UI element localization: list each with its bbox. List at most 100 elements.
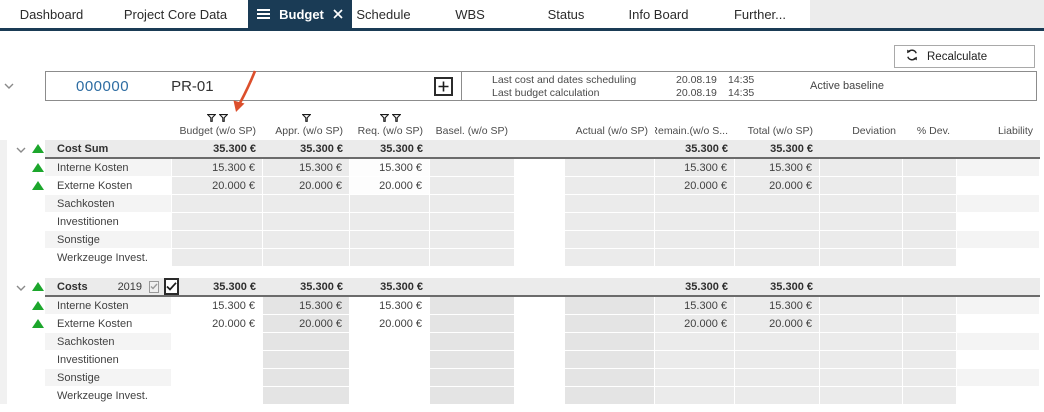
cell-liab-empty[interactable] (957, 213, 1040, 231)
cell-basel-empty[interactable] (430, 333, 515, 351)
cell-remain[interactable]: 35.300 € (685, 142, 728, 155)
cell-remain-empty[interactable] (655, 351, 735, 369)
cell-remain-empty[interactable] (655, 213, 735, 231)
cell-deviation-empty[interactable] (820, 278, 903, 295)
row-label-cell[interactable]: Externe Kosten (32, 315, 172, 333)
cell-budget-empty[interactable] (172, 195, 263, 213)
cell-remain-empty[interactable] (655, 195, 735, 213)
filter-icon[interactable] (391, 114, 401, 122)
cell-pct-dev-empty[interactable] (903, 140, 957, 157)
cell-deviation-empty[interactable] (820, 140, 903, 157)
cell-basel-empty[interactable] (430, 195, 515, 213)
cell-liability-empty[interactable] (957, 140, 1040, 157)
cell-dev-empty[interactable] (820, 333, 903, 351)
cell-appr-empty[interactable] (263, 249, 350, 267)
cell-remain[interactable]: 15.300 € (655, 297, 735, 315)
column-header-req[interactable]: Req. (w/o SP) (357, 124, 423, 137)
cell-pdev-empty[interactable] (903, 177, 957, 195)
cell-actual-empty[interactable] (565, 195, 655, 213)
filter-icon[interactable] (207, 114, 216, 122)
cell-req[interactable]: 35.300 € (380, 280, 423, 293)
cell-actual-empty[interactable] (565, 213, 655, 231)
row-label-cell[interactable]: Sonstige (45, 369, 172, 387)
cell-appr[interactable]: 15.300 € (263, 159, 350, 177)
cell-total[interactable]: 15.300 € (735, 159, 820, 177)
collapse-chevron-icon[interactable] (16, 283, 26, 295)
cell-total-empty[interactable] (735, 351, 820, 369)
filter-icon[interactable] (379, 114, 389, 122)
column-header-appr[interactable]: Appr. (w/o SP) (275, 124, 343, 137)
column-header-actual[interactable]: Actual (w/o SP) (575, 124, 648, 137)
cell-basel-empty[interactable] (430, 177, 515, 195)
cell-actual-empty[interactable] (565, 231, 655, 249)
cell-total-empty[interactable] (735, 249, 820, 267)
cell-req[interactable]: 15.300 € (350, 297, 430, 315)
cell-appr-empty[interactable] (263, 231, 350, 249)
row-label-cell[interactable]: Interne Kosten (32, 159, 172, 177)
cell-liab-empty[interactable] (957, 369, 1040, 387)
cell-pdev-empty[interactable] (903, 369, 957, 387)
cell-budget[interactable]: 20.000 € (172, 177, 263, 195)
row-label-cell[interactable]: Sonstige (45, 231, 172, 249)
menu-icon[interactable] (257, 9, 271, 19)
confirm-checkbox[interactable] (164, 278, 180, 295)
tab-dashboard[interactable]: Dashboard (0, 0, 103, 31)
cell-budget[interactable]: 15.300 € (172, 159, 263, 177)
cell-actual-empty[interactable] (565, 249, 655, 267)
cell-pdev-empty[interactable] (903, 195, 957, 213)
cell-dev-empty[interactable] (820, 387, 903, 405)
cell-appr-empty[interactable] (263, 351, 350, 369)
cell-req[interactable]: 20.000 € (350, 315, 430, 333)
tab-project-core-data[interactable]: Project Core Data (103, 0, 248, 31)
cell-basel-empty[interactable] (430, 159, 515, 177)
cell-actual-empty[interactable] (565, 297, 655, 315)
cell-budget-empty[interactable] (172, 351, 263, 369)
cell-budget-empty[interactable] (172, 387, 263, 405)
cell-req-empty[interactable] (350, 351, 430, 369)
column-header-pct-dev[interactable]: % Dev. (916, 124, 950, 137)
row-label-cell[interactable]: Investitionen (45, 213, 172, 231)
cell-appr[interactable]: 15.300 € (263, 297, 350, 315)
cell-liab-empty[interactable] (957, 231, 1040, 249)
cell-actual-empty[interactable] (565, 177, 655, 195)
cell-basel-empty[interactable] (430, 249, 515, 267)
cell-remain-empty[interactable] (655, 387, 735, 405)
cell-basel-empty[interactable] (430, 213, 515, 231)
cell-appr-empty[interactable] (263, 213, 350, 231)
project-number[interactable]: 000000 (76, 77, 130, 95)
cell-total-empty[interactable] (735, 333, 820, 351)
row-label-cell[interactable]: Interne Kosten (32, 297, 172, 315)
tab-wbs[interactable]: WBS (415, 0, 525, 31)
cell-actual-empty[interactable] (565, 315, 655, 333)
cell-req[interactable]: 15.300 € (350, 159, 430, 177)
cell-liab-empty[interactable] (957, 249, 1040, 267)
cell-basel-empty[interactable] (430, 231, 515, 249)
cell-budget-empty[interactable] (172, 369, 263, 387)
filter-icons-req[interactable] (350, 109, 430, 122)
project-code[interactable]: PR-01 (171, 77, 214, 95)
recalculate-button[interactable]: Recalculate (894, 45, 1035, 68)
cell-dev-empty[interactable] (820, 297, 903, 315)
cell-liab-empty[interactable] (957, 177, 1040, 195)
cell-liab-empty[interactable] (957, 387, 1040, 405)
cell-dev-empty[interactable] (820, 315, 903, 333)
filter-icons-appr[interactable] (263, 109, 350, 122)
cell-pdev-empty[interactable] (903, 387, 957, 405)
row-label-cell[interactable]: Werkzeuge Invest. (45, 387, 172, 405)
cell-budget[interactable]: 35.300 € (213, 280, 256, 293)
cell-appr[interactable]: 20.000 € (263, 177, 350, 195)
cell-actual-empty[interactable] (565, 278, 655, 295)
cell-remain-empty[interactable] (655, 369, 735, 387)
cell-total[interactable]: 20.000 € (735, 177, 820, 195)
cell-total[interactable]: 20.000 € (735, 315, 820, 333)
cell-appr-empty[interactable] (263, 333, 350, 351)
cell-pdev-empty[interactable] (903, 231, 957, 249)
cell-total[interactable]: 35.300 € (770, 142, 813, 155)
column-header-budget[interactable]: Budget (w/o SP) (179, 124, 256, 137)
cell-pct-dev-empty[interactable] (903, 278, 957, 295)
cell-pdev-empty[interactable] (903, 351, 957, 369)
cell-actual-empty[interactable] (565, 140, 655, 157)
cell-liab-empty[interactable] (957, 297, 1040, 315)
cell-total-empty[interactable] (735, 195, 820, 213)
filter-icon[interactable] (219, 114, 228, 122)
